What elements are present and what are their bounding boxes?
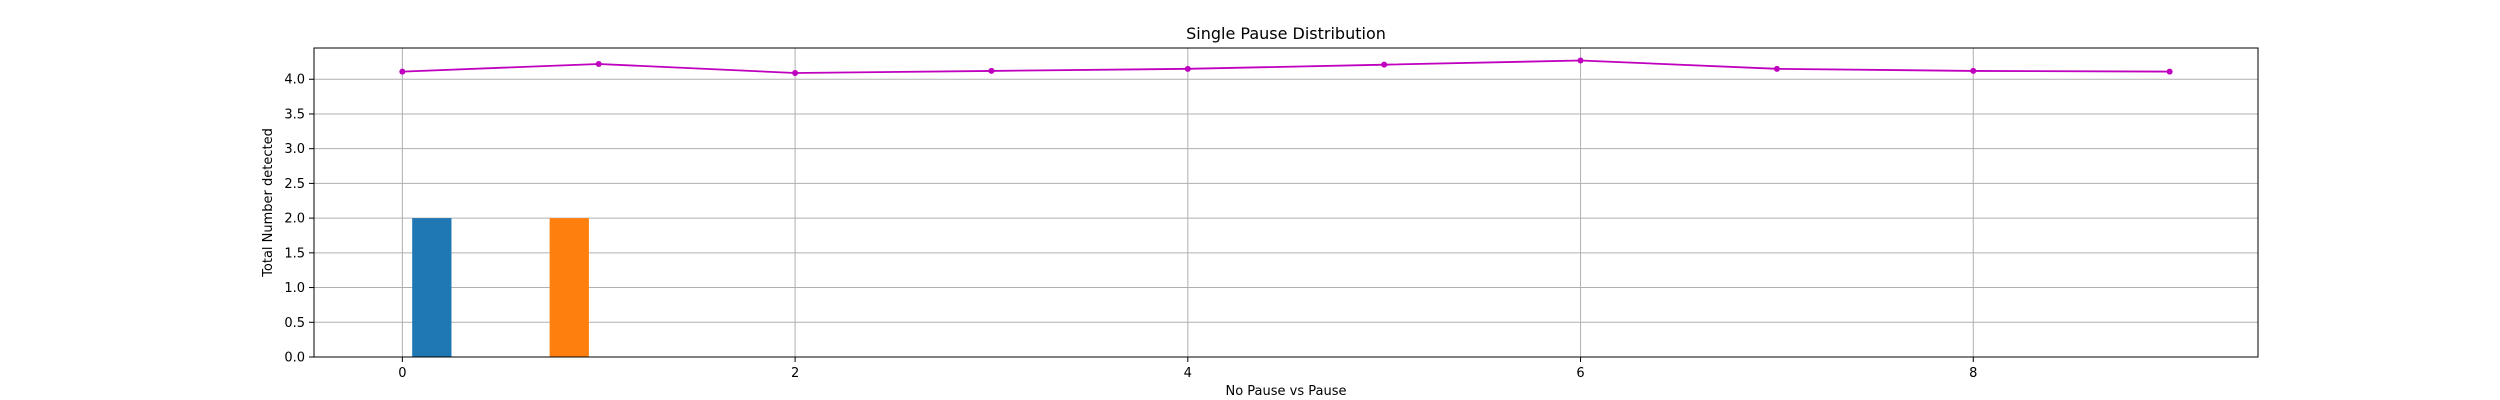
y-tick-label: 3.5	[284, 107, 305, 122]
line-point	[1773, 65, 1780, 72]
line-point	[2166, 68, 2173, 75]
bar	[412, 218, 452, 357]
x-tick-label: 4	[1184, 366, 1192, 381]
axis-ticks: 0 2 4 6 8 0.0 0.5 1.0 1.5 2.0 2.5 3.0 3.5 4.0	[284, 73, 1977, 381]
line-point	[988, 67, 995, 74]
line-path	[402, 59, 2170, 74]
y-tick-label: 0.5	[284, 316, 305, 331]
bar	[549, 218, 589, 357]
line-point	[399, 68, 406, 75]
line-point	[595, 60, 602, 67]
x-tick-label: 0	[398, 366, 406, 381]
y-tick-label: 4.0	[284, 73, 305, 88]
line-point	[1381, 61, 1388, 68]
y-tick-label: 0.0	[284, 351, 305, 366]
line-point	[1184, 65, 1191, 72]
x-axis-label: No Pause vs Pause	[1225, 384, 1346, 399]
y-axis-label: Total Number detected	[261, 128, 276, 278]
y-tick-label: 1.0	[284, 281, 305, 296]
y-tick-label: 2.0	[284, 212, 305, 227]
bars	[412, 218, 589, 357]
chart-title: Single Pause Distribution	[1186, 24, 1386, 43]
x-tick-label: 8	[1969, 366, 1977, 381]
series-line	[399, 57, 2173, 76]
line-point	[1577, 57, 1584, 64]
line-point	[792, 69, 799, 76]
line-point	[1970, 67, 1977, 74]
y-tick-label: 3.0	[284, 142, 305, 157]
x-tick-label: 6	[1576, 366, 1584, 381]
y-tick-label: 1.5	[284, 246, 305, 261]
grid-lines	[314, 48, 2258, 358]
y-tick-label: 2.5	[284, 177, 305, 192]
x-tick-label: 2	[791, 366, 799, 381]
plot-frame	[313, 47, 2259, 358]
